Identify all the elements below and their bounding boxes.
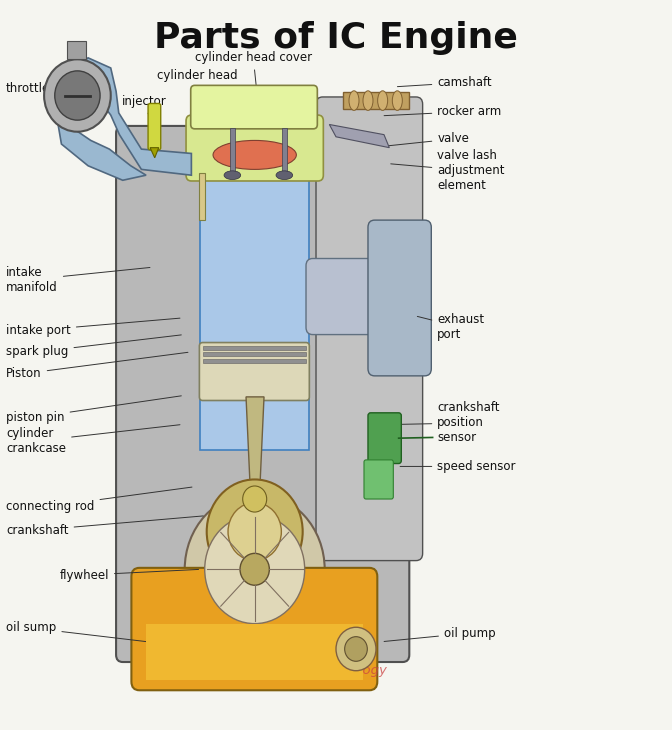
FancyBboxPatch shape <box>116 126 409 662</box>
Text: cylinder
crankcase: cylinder crankcase <box>6 425 180 455</box>
Text: valve lash
adjustment
element: valve lash adjustment element <box>390 150 505 192</box>
FancyBboxPatch shape <box>191 85 317 128</box>
Text: connecting rod: connecting rod <box>6 487 192 512</box>
Bar <box>203 359 306 363</box>
Text: injector: injector <box>122 95 166 129</box>
Text: intake
manifold: intake manifold <box>6 266 150 293</box>
FancyBboxPatch shape <box>368 412 401 464</box>
Bar <box>200 155 308 450</box>
Text: intake port: intake port <box>6 318 180 337</box>
Bar <box>282 128 287 175</box>
Bar <box>199 173 205 220</box>
Bar <box>67 41 86 59</box>
Text: rocker arm: rocker arm <box>384 105 501 118</box>
Bar <box>203 346 306 350</box>
Ellipse shape <box>378 91 388 110</box>
Ellipse shape <box>213 140 296 169</box>
FancyBboxPatch shape <box>306 258 403 334</box>
Circle shape <box>345 637 368 661</box>
Ellipse shape <box>224 171 241 180</box>
FancyBboxPatch shape <box>186 115 323 181</box>
FancyBboxPatch shape <box>132 568 377 691</box>
Text: crankshaft
position
sensor: crankshaft position sensor <box>400 402 500 445</box>
Circle shape <box>240 553 269 585</box>
Polygon shape <box>246 397 264 499</box>
Polygon shape <box>329 125 389 147</box>
Ellipse shape <box>276 171 293 180</box>
Text: valve: valve <box>387 132 469 146</box>
Circle shape <box>243 486 267 512</box>
Text: oil pump: oil pump <box>384 626 495 642</box>
Bar <box>146 623 363 680</box>
Text: oil sump: oil sump <box>6 621 181 646</box>
Text: camshaft: camshaft <box>397 76 492 89</box>
Polygon shape <box>56 58 192 180</box>
Circle shape <box>44 59 111 131</box>
Text: flywheel: flywheel <box>59 569 199 582</box>
Text: Parts of IC Engine: Parts of IC Engine <box>154 21 518 55</box>
Circle shape <box>54 71 100 120</box>
Circle shape <box>336 627 376 671</box>
Text: exhaust
port: exhaust port <box>417 313 485 342</box>
FancyBboxPatch shape <box>200 342 309 401</box>
FancyBboxPatch shape <box>368 220 431 376</box>
Text: piston pin: piston pin <box>6 396 181 423</box>
Circle shape <box>205 515 304 623</box>
Bar <box>203 352 306 356</box>
Bar <box>343 92 409 110</box>
Circle shape <box>207 480 302 584</box>
Text: speed sensor: speed sensor <box>400 460 516 473</box>
Circle shape <box>185 493 325 645</box>
Bar <box>230 128 235 175</box>
Text: cylinder head cover: cylinder head cover <box>195 51 312 94</box>
FancyBboxPatch shape <box>364 460 393 499</box>
FancyBboxPatch shape <box>148 104 161 150</box>
Polygon shape <box>150 147 159 158</box>
Text: Piston: Piston <box>6 353 188 380</box>
Text: spark plug: spark plug <box>6 335 181 358</box>
Text: throttle: throttle <box>6 82 99 95</box>
Ellipse shape <box>392 91 403 110</box>
FancyBboxPatch shape <box>316 97 423 561</box>
Ellipse shape <box>349 91 359 110</box>
Text: crankshaft: crankshaft <box>6 516 203 537</box>
Ellipse shape <box>363 91 373 110</box>
Circle shape <box>228 503 282 561</box>
Text: cylinder head: cylinder head <box>157 69 246 115</box>
Text: automotive_technology: automotive_technology <box>231 664 387 677</box>
